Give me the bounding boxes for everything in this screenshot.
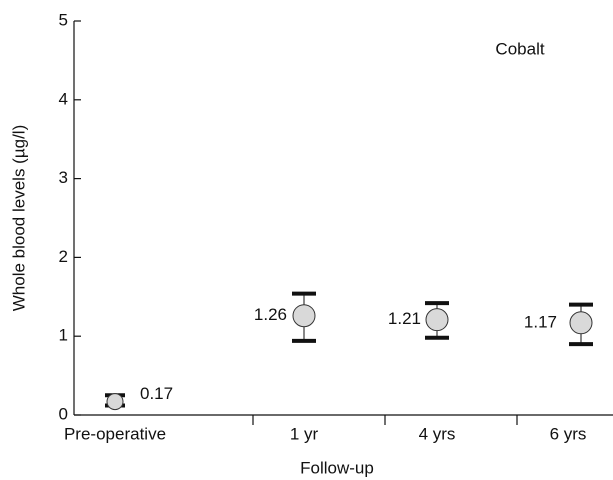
value-label: 0.17 (140, 384, 173, 403)
y-tick-label: 1 (59, 326, 68, 345)
point (292, 304, 316, 328)
value-label: 1.26 (254, 305, 287, 324)
annotation: Cobalt (495, 39, 544, 58)
y-tick-label: 2 (59, 247, 68, 266)
y-axis-label: Whole blood levels (µg/l) (9, 125, 28, 312)
x-tick-label: 6 yrs (550, 424, 587, 443)
point (425, 308, 449, 332)
point (106, 393, 124, 411)
value-label: 1.21 (388, 309, 421, 328)
y-tick-label: 0 (59, 404, 68, 423)
y-tick-label: 4 (59, 89, 68, 108)
point (569, 311, 593, 335)
x-tick-label: 1 yr (290, 424, 319, 443)
x-tick-label: Pre-operative (64, 424, 166, 443)
y-tick-label: 3 (59, 168, 68, 187)
value-label: 1.17 (524, 312, 557, 331)
x-axis-label: Follow-up (300, 458, 374, 477)
y-tick-label: 5 (59, 10, 68, 29)
x-tick-label: 4 yrs (419, 424, 456, 443)
